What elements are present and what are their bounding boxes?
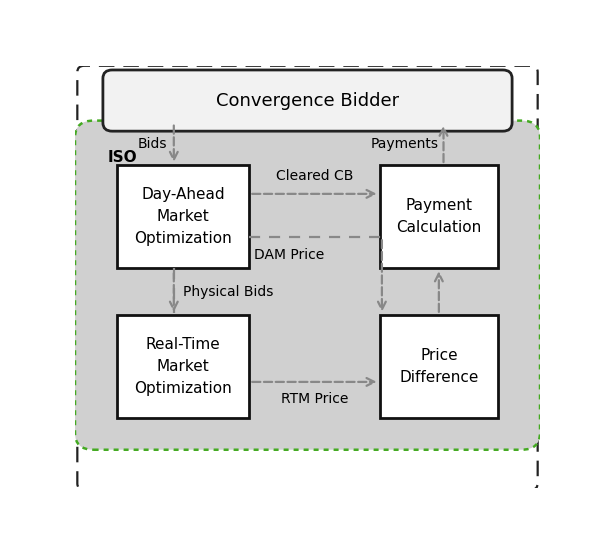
Text: Convergence Bidder: Convergence Bidder	[216, 92, 399, 110]
Text: Physical Bids: Physical Bids	[183, 284, 274, 299]
Text: Real-Time
Market
Optimization: Real-Time Market Optimization	[134, 336, 232, 396]
Text: Bids: Bids	[137, 137, 167, 151]
FancyBboxPatch shape	[380, 315, 498, 418]
Text: Payments: Payments	[371, 137, 439, 151]
Text: ISO: ISO	[107, 150, 137, 165]
Text: DAM Price: DAM Price	[254, 248, 324, 262]
FancyBboxPatch shape	[77, 66, 538, 490]
FancyBboxPatch shape	[103, 70, 512, 131]
Text: RTM Price: RTM Price	[281, 392, 348, 407]
FancyBboxPatch shape	[117, 165, 250, 269]
FancyBboxPatch shape	[75, 121, 540, 450]
Text: Day-Ahead
Market
Optimization: Day-Ahead Market Optimization	[134, 187, 232, 246]
Text: Price
Difference: Price Difference	[399, 348, 479, 385]
FancyBboxPatch shape	[117, 315, 250, 418]
FancyBboxPatch shape	[380, 165, 498, 269]
Text: Payment
Calculation: Payment Calculation	[396, 198, 481, 235]
Text: Cleared CB: Cleared CB	[276, 169, 353, 184]
